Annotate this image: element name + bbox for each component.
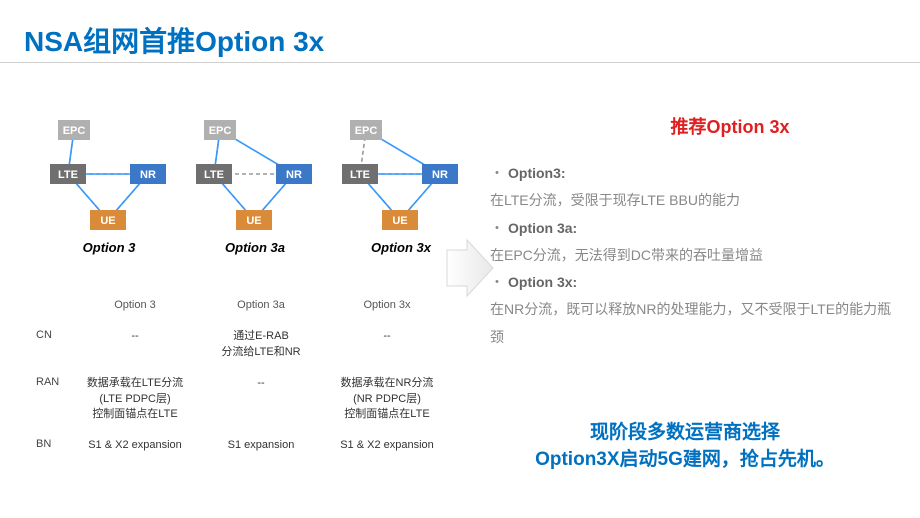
table-cell: S1 expansion (198, 430, 324, 461)
table-col-header: Option 3a (198, 290, 324, 321)
list-item-desc: 在NR分流，既可以释放NR的处理能力，又不受限于LTE的能力瓶颈 (490, 296, 900, 351)
bottom-note: 现阶段多数运营商选择Option3X启动5G建网，抢占先机。 (470, 420, 900, 473)
table-row-label: CN (30, 321, 72, 368)
diagram-label: Option 3a (196, 240, 314, 255)
svg-text:NR: NR (140, 169, 156, 181)
table-cell: S1 & X2 expansion (324, 430, 450, 461)
list-item: ・Option 3a: (490, 215, 900, 242)
page-title: NSA组网首推Option 3x (24, 20, 324, 60)
table-cell: 通过E-RAB分流给LTE和NR (198, 321, 324, 368)
table-cell: S1 & X2 expansion (72, 430, 198, 461)
svg-text:LTE: LTE (58, 169, 78, 181)
list-item-desc: 在LTE分流，受限于现存LTE BBU的能力 (490, 187, 900, 214)
table-row-label: BN (30, 430, 72, 461)
diagram-label: Option 3 (50, 240, 168, 255)
svg-text:NR: NR (432, 169, 448, 181)
svg-text:EPC: EPC (63, 125, 86, 137)
list-item-desc: 在EPC分流，无法得到DC带来的吞吐量增益 (490, 242, 900, 269)
arrow-icon (445, 238, 495, 298)
svg-text:LTE: LTE (204, 169, 224, 181)
list-item: ・Option 3x: (490, 269, 900, 296)
svg-text:NR: NR (286, 169, 302, 181)
divider (0, 62, 920, 63)
svg-text:UE: UE (246, 215, 261, 227)
diagrams: EPC LTE NR UE Option 3 EPC LTE NR UE O (50, 120, 450, 260)
diagram-option-3: EPC LTE NR UE Option 3 (50, 120, 168, 260)
recommendation-title: 推荐Option 3x (550, 113, 910, 139)
svg-text:UE: UE (392, 215, 407, 227)
table-cell: 数据承载在NR分流(NR PDPC层)控制面锚点在LTE (324, 368, 450, 430)
svg-text:LTE: LTE (350, 169, 370, 181)
table-cell: -- (72, 321, 198, 368)
table-col-header: Option 3x (324, 290, 450, 321)
diagram-label: Option 3x (342, 240, 460, 255)
list-item: ・Option3: (490, 160, 900, 187)
comparison-table: Option 3Option 3aOption 3xCN--通过E-RAB分流给… (30, 290, 450, 462)
table-cell: -- (198, 368, 324, 430)
diagram-option-3x: EPC LTE NR UE Option 3x (342, 120, 460, 260)
table-col-header: Option 3 (72, 290, 198, 321)
svg-text:EPC: EPC (355, 125, 378, 137)
svg-text:UE: UE (100, 215, 115, 227)
diagram-option-3a: EPC LTE NR UE Option 3a (196, 120, 314, 260)
recommendation-list: ・Option3:在LTE分流，受限于现存LTE BBU的能力・Option 3… (490, 160, 900, 351)
svg-text:EPC: EPC (209, 125, 232, 137)
table-cell: -- (324, 321, 450, 368)
table-row-label: RAN (30, 368, 72, 430)
table-cell: 数据承载在LTE分流(LTE PDPC层)控制面锚点在LTE (72, 368, 198, 430)
